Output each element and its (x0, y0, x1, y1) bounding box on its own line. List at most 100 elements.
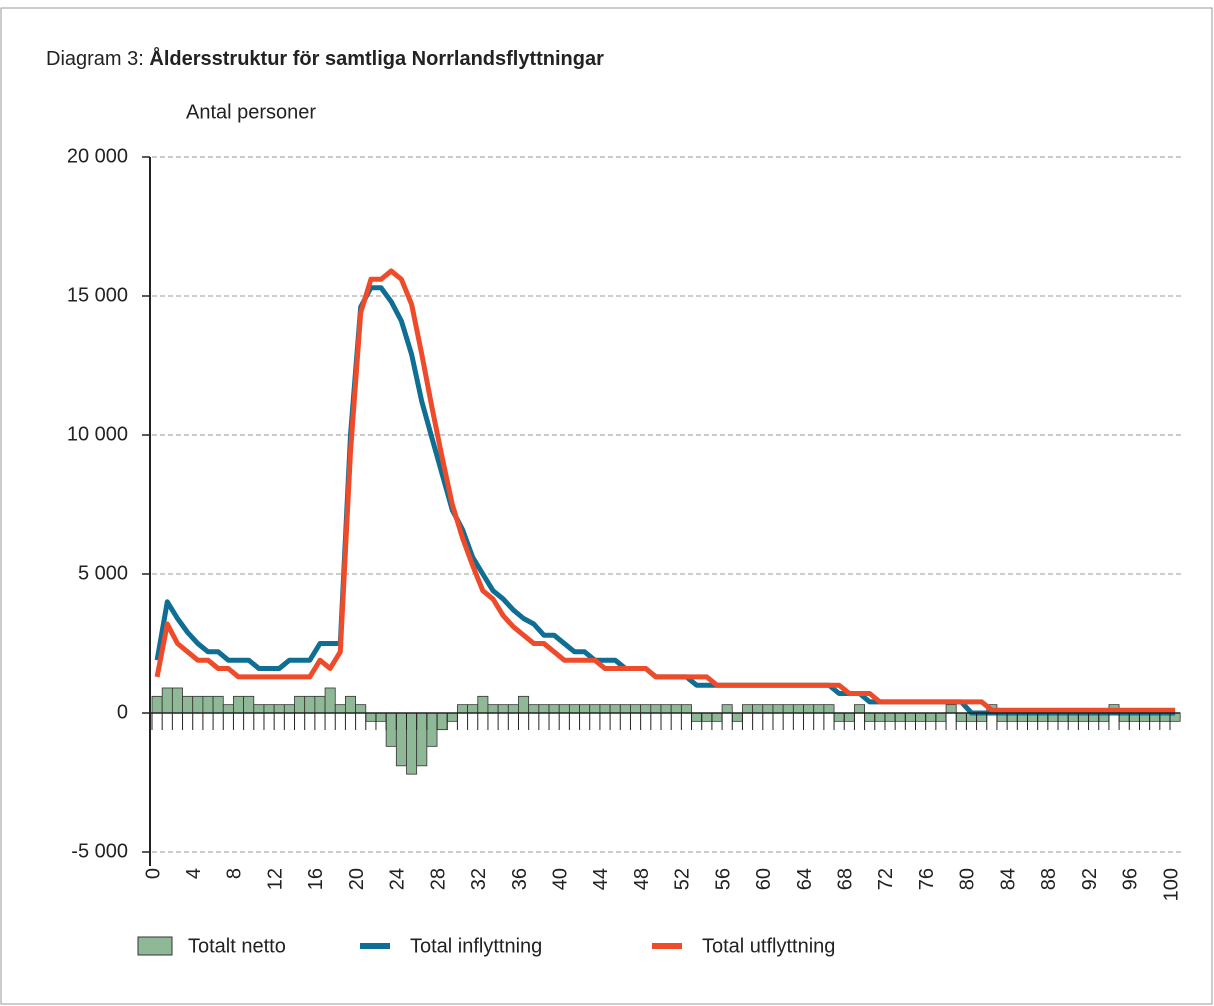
bar (365, 712, 377, 722)
x-tick-label: 100 (1160, 868, 1182, 901)
bar (660, 704, 672, 714)
bar (497, 704, 509, 714)
bar (395, 712, 407, 767)
x-tick-label: 80 (957, 868, 979, 890)
bar (731, 712, 743, 722)
x-tick-label: 24 (387, 868, 409, 890)
bar (803, 704, 815, 714)
bar (416, 712, 428, 767)
bar (406, 712, 418, 775)
x-tick-label: 40 (549, 868, 571, 890)
bar (711, 712, 723, 722)
title-prefix: Diagram 3: (46, 48, 144, 70)
chart-title: Diagram 3: Åldersstruktur för samtliga N… (46, 46, 604, 70)
bar (324, 687, 336, 714)
bar (222, 704, 234, 714)
bar (446, 712, 458, 722)
bar (355, 704, 367, 714)
bar (477, 695, 489, 714)
bar (334, 704, 346, 714)
bar (874, 712, 886, 722)
bar (843, 712, 855, 722)
bar (192, 695, 204, 714)
bar (691, 712, 703, 722)
x-tick-label: 72 (875, 868, 897, 890)
bar (782, 704, 794, 714)
x-tick-label: 28 (427, 868, 449, 890)
x-tick-label: 84 (997, 868, 1019, 890)
title-main: Åldersstruktur för samtliga Norrlandsfly… (149, 46, 604, 70)
bar (752, 704, 764, 714)
bar (345, 695, 357, 714)
x-tick-label: 64 (794, 868, 816, 890)
x-tick-label: 56 (712, 868, 734, 890)
bar (599, 704, 611, 714)
bar (263, 704, 275, 714)
bar (161, 687, 173, 714)
x-tick-label: 92 (1079, 868, 1101, 890)
bar (823, 704, 835, 714)
frame (0, 7, 1213, 1005)
bar (915, 712, 927, 722)
bar (568, 704, 580, 714)
x-tick-label: 36 (509, 868, 531, 890)
x-tick-label: 20 (346, 868, 368, 890)
bar (894, 712, 906, 722)
bar (202, 695, 214, 714)
bar (467, 704, 479, 714)
bar (375, 712, 387, 722)
x-tick-label: 16 (305, 868, 327, 890)
x-tick-label: 8 (224, 868, 246, 879)
bar (518, 695, 530, 714)
bar (945, 704, 957, 714)
x-tick-label: 0 (142, 868, 164, 879)
bar (456, 704, 468, 714)
x-tick-label: 52 (672, 868, 694, 890)
bar (640, 704, 652, 714)
bar (171, 687, 183, 714)
bar (609, 704, 621, 714)
bar (762, 704, 774, 714)
bar (925, 712, 937, 722)
legend-label: Total utflyttning (702, 935, 835, 957)
bar (253, 704, 265, 714)
line (154, 285, 1176, 716)
legend-swatch (137, 936, 173, 956)
bar (955, 712, 967, 722)
bar (243, 695, 255, 714)
y-axis-label: Antal personer (186, 101, 316, 123)
y-tick-label: 0 (117, 701, 128, 723)
bar (813, 704, 825, 714)
bar (619, 704, 631, 714)
bar (273, 704, 285, 714)
bar (548, 704, 560, 714)
bar (721, 704, 733, 714)
bar (538, 704, 550, 714)
y-tick-label: 20 000 (67, 145, 128, 167)
x-tick-label: 32 (468, 868, 490, 890)
line (154, 268, 1176, 713)
bar (854, 704, 865, 714)
x-tick-label: 4 (183, 868, 205, 879)
bar (904, 712, 916, 722)
bar (151, 695, 163, 714)
bar (680, 704, 692, 714)
bar (182, 695, 194, 714)
bar (528, 704, 540, 714)
y-tick-label: 15 000 (67, 284, 128, 306)
bar (701, 712, 713, 722)
x-tick-label: 12 (264, 868, 286, 890)
bar (630, 704, 642, 714)
y-tick-label: -5 000 (71, 840, 128, 862)
bar (935, 712, 947, 722)
bar (884, 712, 896, 722)
bar (283, 704, 295, 714)
bar (833, 712, 845, 722)
bar (670, 704, 682, 714)
bar (589, 704, 601, 714)
x-tick-label: 88 (1038, 868, 1060, 890)
bar (742, 704, 754, 714)
bar (233, 695, 245, 714)
bar (772, 704, 784, 714)
